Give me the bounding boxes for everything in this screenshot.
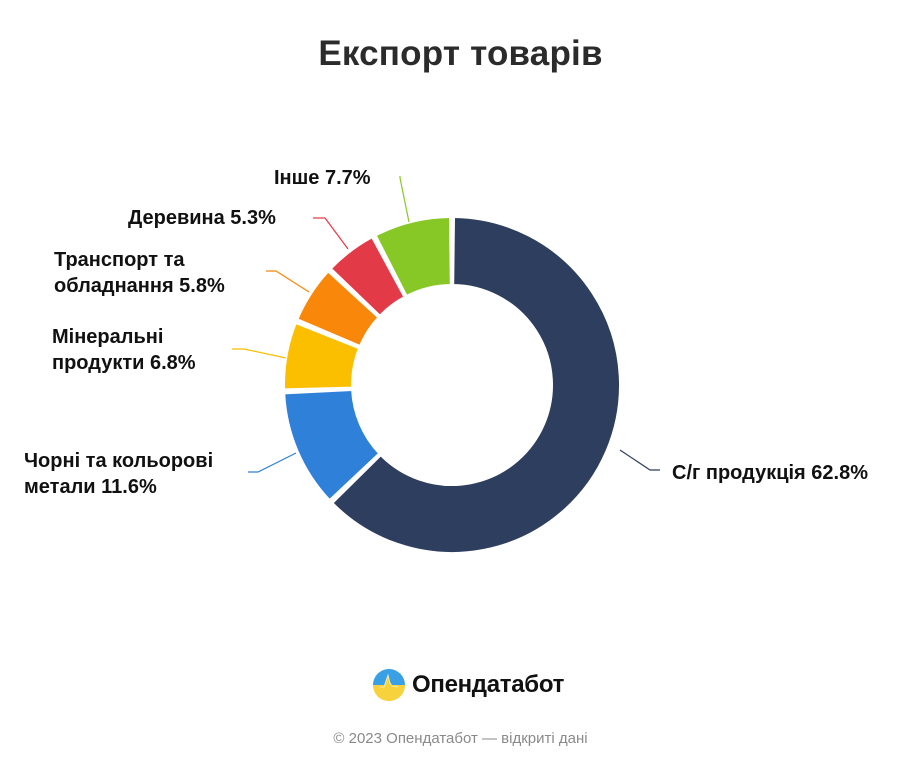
leader-line-metals (248, 452, 297, 473)
slice-minerals[interactable] (283, 322, 361, 391)
brand-logo: Опендатабот (372, 668, 564, 702)
brand-name: Опендатабот (412, 671, 565, 698)
label-transport: Транспорт та обладнання 5.8% (54, 249, 225, 297)
leader-line-agri (619, 449, 660, 471)
label-wood: Деревина 5.3% (128, 207, 276, 229)
slice-agri[interactable] (331, 216, 621, 554)
label-other: Інше 7.7% (274, 167, 371, 189)
leader-line-minerals (232, 348, 287, 359)
slice-metals[interactable] (283, 388, 381, 502)
leader-line-wood (313, 217, 349, 250)
footer-copyright: © 2023 Опендатабот — відкриті дані (333, 730, 588, 747)
slice-other[interactable] (374, 216, 452, 297)
leader-line-transport (266, 270, 310, 293)
label-metals: Чорні та кольорові метали 11.6% (24, 450, 214, 498)
chart-title: Експорт товарів (318, 34, 603, 73)
leader-line-other (399, 176, 410, 223)
label-agri: С/г продукція 62.8% (672, 462, 868, 484)
opendatabot-logo-icon (373, 669, 405, 701)
slice-wood[interactable] (329, 236, 406, 317)
slice-transport[interactable] (296, 270, 380, 347)
label-minerals: Мінеральні продукти 6.8% (52, 326, 196, 374)
